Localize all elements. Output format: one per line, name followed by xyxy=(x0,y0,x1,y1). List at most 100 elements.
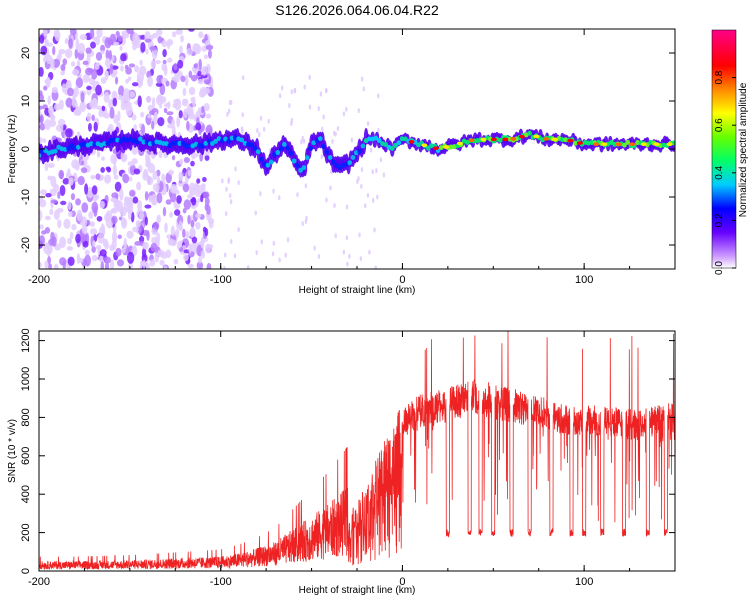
spectrogram-noise-blob xyxy=(203,54,208,60)
spectrogram-noise-blob xyxy=(92,240,96,248)
spectrogram-peak-blob xyxy=(510,137,517,141)
spectrogram-noise-blob xyxy=(180,35,184,43)
spectrogram-noise-blob xyxy=(168,169,174,175)
spectrogram-ridge-blob xyxy=(187,143,192,149)
y-tick-label: 1000 xyxy=(20,367,32,391)
spectrogram-ridge-blob xyxy=(560,137,565,143)
spectrogram-noise-blob xyxy=(156,176,161,185)
spectrogram-noise-blob xyxy=(188,243,192,254)
spectrogram-noise-blob xyxy=(140,34,146,40)
spectrogram-noise-blob xyxy=(296,192,299,198)
spectrogram-noise-blob xyxy=(91,201,99,214)
spectrogram-ridge-blob xyxy=(298,167,303,173)
spectrogram-noise-blob xyxy=(228,193,232,199)
spectrogram-noise-blob xyxy=(184,74,189,87)
spectrogram-noise-blob xyxy=(300,139,303,145)
spectrogram-noise-blob xyxy=(146,176,154,186)
spectrogram-noise-blob xyxy=(126,251,135,264)
spectrogram-noise-blob xyxy=(79,102,84,109)
spectrogram-noise-blob xyxy=(165,199,172,205)
spectrogram-noise-blob xyxy=(183,157,190,164)
spectrogram-noise-blob xyxy=(131,114,137,121)
spectrogram-noise-blob xyxy=(173,258,179,265)
spectrogram-noise-blob xyxy=(80,160,85,166)
spectrogram-ridge-blob xyxy=(327,154,333,160)
spectrogram-noise-blob xyxy=(345,235,349,241)
spectrogram-noise-blob xyxy=(49,114,56,121)
spectrogram-noise-blob xyxy=(162,206,167,217)
spectrogram-noise-blob xyxy=(147,76,153,88)
spectrogram-noise-blob xyxy=(57,118,66,126)
spectrogram-ridge-blob xyxy=(403,136,408,142)
spectrogram-noise-blob xyxy=(104,241,109,250)
spectrogram-noise-blob xyxy=(259,115,263,121)
spectrogram-noise-blob xyxy=(95,105,102,110)
spectrogram-noise-blob xyxy=(156,75,163,84)
spectrogram-noise-blob xyxy=(193,184,200,193)
spectrogram-noise-blob xyxy=(191,196,197,206)
spectrogram-noise-blob xyxy=(71,159,79,169)
spectrogram-noise-blob xyxy=(120,103,127,111)
spectrogram-ridge-blob xyxy=(350,154,356,160)
spectrogram-ridge-blob xyxy=(239,137,245,143)
spectrogram-noise-blob xyxy=(95,173,101,180)
colorbar-gradient xyxy=(712,30,736,268)
spectrogram-noise-blob xyxy=(116,259,125,267)
spectrogram-noise-blob xyxy=(152,183,160,193)
spectrogram-noise-blob xyxy=(62,58,68,66)
spectrogram-noise-blob xyxy=(145,262,151,269)
spectrogram-noise-blob xyxy=(67,201,72,211)
spectrogram-noise-blob xyxy=(100,223,106,236)
spectrogram-noise-blob xyxy=(171,155,176,161)
spectrogram-noise-blob xyxy=(123,88,131,100)
y-tick-label: 10 xyxy=(20,95,32,107)
spectrogram-peak-blob xyxy=(576,141,583,145)
spectrogram-noise-blob xyxy=(44,215,51,221)
spectrogram-noise-blob xyxy=(75,233,81,244)
spectrogram-noise-blob xyxy=(109,63,114,75)
y-tick-label: -20 xyxy=(20,237,32,253)
spectrogram-noise-blob xyxy=(141,253,148,263)
spectrogram-peak-blob xyxy=(640,142,647,146)
spectrogram-noise-blob xyxy=(118,85,125,97)
spectrogram-ridge-blob xyxy=(180,140,186,146)
spectrogram-noise-blob xyxy=(360,76,364,82)
spectrogram-noise-blob xyxy=(179,247,184,252)
spectrogram-noise-blob xyxy=(65,128,73,138)
spectrogram-noise-blob xyxy=(91,246,96,253)
spectrogram-noise-blob xyxy=(165,249,172,259)
spectrogram-noise-blob xyxy=(186,120,190,131)
spectrogram-ridge-blob xyxy=(265,162,271,168)
spectrogram-noise-blob xyxy=(132,196,139,204)
spectrogram-noise-blob xyxy=(58,169,65,180)
spectrogram-noise-blob xyxy=(112,70,118,76)
spectrogram-ridge-blob xyxy=(622,142,627,148)
spectrogram-noise-blob xyxy=(329,185,332,191)
spectrogram-noise-blob xyxy=(195,122,202,131)
spectrogram-noise-blob xyxy=(350,137,353,143)
x-tick-label: 0 xyxy=(399,274,405,286)
spectrogram-noise-blob xyxy=(151,32,158,39)
spectrogram-ridge-blob xyxy=(393,142,398,148)
spectrogram-noise-blob xyxy=(111,208,116,214)
spectrogram-ridge-blob xyxy=(635,140,640,146)
spectrogram-ridge-blob xyxy=(367,136,372,142)
spectrogram-xlabel: Height of straight line (km) xyxy=(299,285,416,296)
spectrogram-ridge-blob xyxy=(259,156,264,162)
spectrogram-noise-blob xyxy=(91,254,98,262)
spectrogram-noise-blob xyxy=(49,119,57,128)
spectrogram-noise-blob xyxy=(162,59,167,65)
spectrogram-noise-blob xyxy=(45,54,53,65)
spectrogram-noise-blob xyxy=(89,221,96,228)
spectrogram-noise-blob xyxy=(60,64,66,71)
spectrogram-noise-blob xyxy=(39,93,45,102)
spectrogram-ridge-blob xyxy=(301,165,307,171)
spectrogram-noise-blob xyxy=(342,249,346,255)
spectrogram-noise-blob xyxy=(103,112,111,119)
spectrogram-peak-blob xyxy=(629,142,636,146)
spectrogram-noise-blob xyxy=(190,160,195,167)
spectrogram-noise-blob xyxy=(52,45,56,56)
spectrogram-peak-blob xyxy=(502,137,509,142)
spectrogram-noise-blob xyxy=(373,227,376,233)
